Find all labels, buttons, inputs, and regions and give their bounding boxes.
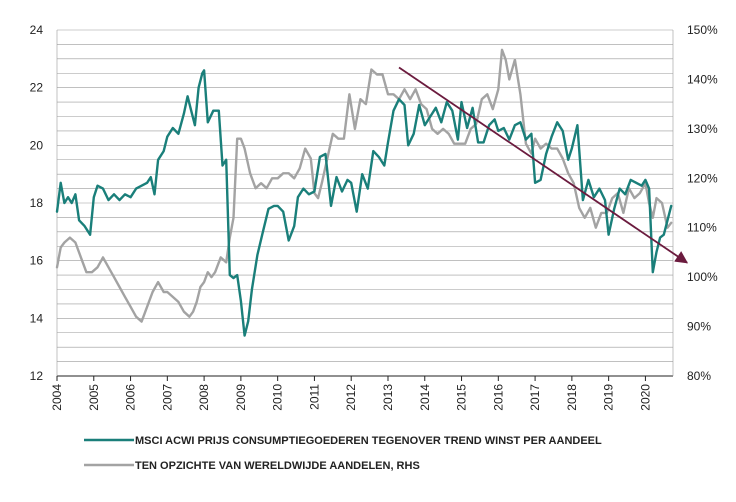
y-left-tick-label: 14	[30, 311, 44, 325]
series-lines	[55, 48, 673, 337]
x-tick-label: 2011	[307, 384, 321, 410]
axes: 12 14 16 18 20 22 24 80% 90% 100% 110% 120% 130% 140%…	[30, 23, 718, 411]
y-left-tick-label: 24	[30, 23, 44, 37]
x-tick-label: 2009	[234, 384, 248, 411]
y-left-tick-label: 20	[30, 138, 44, 152]
x-tick-label: 2018	[565, 384, 579, 411]
x-tick-label: 2007	[160, 384, 174, 411]
x-tick-label: 2010	[271, 384, 285, 411]
legend-label: TEN OPZICHTE VAN WERELDWIJDE AANDELEN, R…	[135, 460, 420, 472]
y-right-tick-label: 120%	[687, 171, 718, 185]
x-tick-label: 2015	[455, 384, 469, 411]
y-right-tick-label: 150%	[687, 23, 718, 37]
y-right-tick-label: 140%	[687, 72, 718, 86]
y-right-tick-label: 110%	[687, 221, 717, 235]
x-tick-label: 2006	[124, 384, 138, 411]
x-tick-label: 2012	[344, 384, 358, 411]
x-tick-label: 2019	[602, 384, 616, 411]
trend-arrow	[398, 66, 689, 264]
y-right-tick-label: 100%	[687, 270, 718, 284]
trend-arrow-layer	[398, 66, 689, 264]
y-right-tick-label: 80%	[687, 369, 711, 383]
gridlines	[57, 29, 673, 362]
y-left-tick-label: 18	[30, 196, 44, 210]
x-tick-label: 2008	[197, 384, 211, 411]
y-right-tick-label: 90%	[687, 320, 711, 334]
x-tick-label: 2014	[418, 384, 432, 411]
y-left-tick-label: 12	[30, 369, 44, 383]
legend-label: MSCI ACWI PRIJS CONSUMPTIEGOEDEREN TEGEN…	[135, 435, 602, 447]
x-tick-label: 2004	[50, 384, 64, 411]
x-tick-label: 2017	[528, 384, 542, 411]
legend: MSCI ACWI PRIJS CONSUMPTIEGOEDEREN TEGEN…	[84, 435, 602, 472]
series-line-consumer-goods	[55, 69, 673, 337]
x-tick-label: 2020	[638, 384, 652, 411]
x-tick-label: 2013	[381, 384, 395, 411]
series-line-relative-world-equities	[55, 48, 673, 323]
x-tick-label: 2016	[491, 384, 505, 411]
y-right-tick-label: 130%	[687, 122, 718, 136]
y-left-tick-label: 22	[30, 81, 44, 95]
x-tick-label: 2005	[87, 384, 101, 411]
y-left-tick-label: 16	[30, 254, 44, 268]
